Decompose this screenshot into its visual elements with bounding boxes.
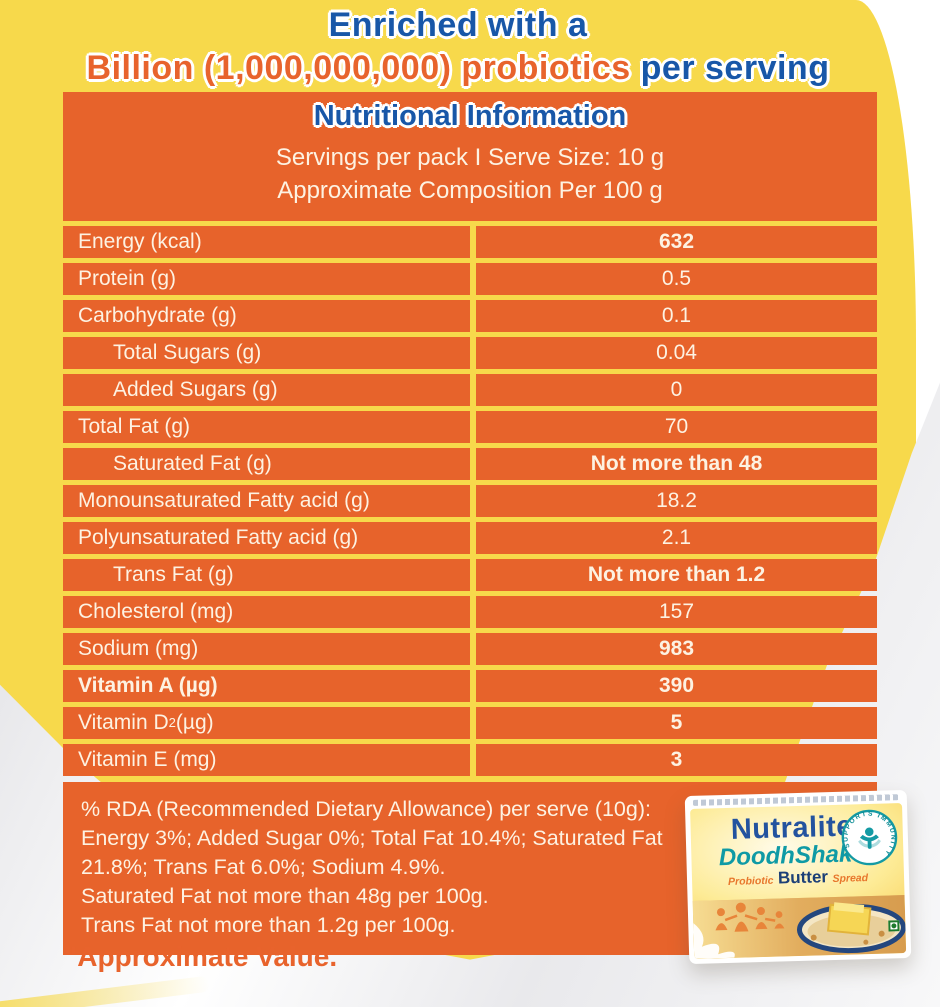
nutrient-value: 3 (476, 744, 877, 776)
table-row: Cholesterol (mg) 157 (63, 596, 877, 628)
table-row: Vitamin D 2 (µg) 5 (63, 707, 877, 739)
nutrition-table: Nutritional Information Servings per pac… (63, 92, 877, 955)
nutrient-label: Vitamin A (µg) (63, 670, 470, 702)
nutrient-value: 983 (476, 633, 877, 665)
table-row: Monounsaturated Fatty acid (g) 18.2 (63, 485, 877, 517)
table-row: Total Fat (g) 70 (63, 411, 877, 443)
table-row: Polyunsaturated Fatty acid (g) 2.1 (63, 522, 877, 554)
butter-bowl-illustration (796, 902, 906, 954)
nutrient-label: Vitamin D 2 (µg) (63, 707, 470, 739)
nutrient-label: Energy (kcal) (63, 226, 470, 258)
hero-line2: Billion (1,000,000,000) probiotics per s… (0, 47, 916, 90)
rda-note-line: Energy 3%; Added Sugar 0%; Total Fat 10.… (81, 826, 663, 850)
hero-headline: Enriched with a Billion (1,000,000,000) … (0, 4, 916, 89)
nutrient-value: 0.5 (476, 263, 877, 295)
composition-info-line: Approximate Composition Per 100 g (277, 177, 663, 204)
nutrient-label: Trans Fat (g) (63, 559, 470, 591)
nutrient-label: Added Sugars (g) (63, 374, 470, 406)
nutrient-value: 5 (476, 707, 877, 739)
nutrition-table-title: Nutritional Information (313, 100, 627, 132)
hero-line2-highlight: Billion (1,000,000,000) probiotics (86, 48, 631, 87)
nutrient-label: Protein (g) (63, 263, 470, 295)
table-row: Energy (kcal) 632 (63, 226, 877, 258)
nutrient-label: Carbohydrate (g) (63, 300, 470, 332)
nutrition-table-header: Nutritional Information Servings per pac… (63, 92, 877, 221)
serving-info-line: Servings per pack I Serve Size: 10 g (275, 144, 665, 171)
nutrient-value: Not more than 48 (476, 448, 877, 480)
nutrient-value: 157 (476, 596, 877, 628)
table-row: Vitamin A (µg) 390 (63, 670, 877, 702)
nutrient-label: Sodium (mg) (63, 633, 470, 665)
rda-note-line: % RDA (Recommended Dietary Allowance) pe… (81, 797, 651, 821)
nutrition-rows: Energy (kcal) 632 Protein (g) 0.5 Carbohydra… (63, 226, 877, 776)
nutrient-value: 0 (476, 374, 877, 406)
vegetarian-mark-icon (888, 920, 900, 932)
table-row: Trans Fat (g) Not more than 1.2 (63, 559, 877, 591)
nutrient-value: 0.04 (476, 337, 877, 369)
nutrient-value: 390 (476, 670, 877, 702)
pack-front-panel: Nutralite™ DoodhShakti™ Probiotic Butter… (690, 803, 907, 959)
nutrient-value: 632 (476, 226, 877, 258)
rda-note-line: Trans Fat not more than 1.2g per 100g. (81, 913, 456, 937)
pack-artwork (692, 895, 907, 959)
immunity-person-icon (858, 827, 881, 849)
nutrient-label: Monounsaturated Fatty acid (g) (63, 485, 470, 517)
milk-splash (693, 922, 735, 959)
table-row: Total Sugars (g) 0.04 (63, 337, 877, 369)
table-row: Sodium (mg) 983 (63, 633, 877, 665)
nutrient-value: 0.1 (476, 300, 877, 332)
approximate-value-note: "Approximate Value. (64, 941, 338, 972)
family-silhouettes (715, 902, 785, 932)
table-row: Protein (g) 0.5 (63, 263, 877, 295)
table-row: Carbohydrate (g) 0.1 (63, 300, 877, 332)
tagline-butter: Butter (777, 867, 829, 888)
nutrient-value: 70 (476, 411, 877, 443)
rda-note-line: 21.8%; Trans Fat 6.0%; Sodium 4.9%. (81, 855, 446, 879)
tagline-spread: Spread (832, 872, 869, 886)
nutrient-label: Saturated Fat (g) (63, 448, 470, 480)
rda-note-line: Saturated Fat not more than 48g per 100g… (81, 884, 489, 908)
hero-line1: Enriched with a (328, 6, 588, 44)
table-row: Added Sugars (g) 0 (63, 374, 877, 406)
nutrient-label: Vitamin E (mg) (63, 744, 470, 776)
table-row: Vitamin E (mg) 3 (63, 744, 877, 776)
nutrient-value: 18.2 (476, 485, 877, 517)
nutrient-value: 2.1 (476, 522, 877, 554)
hero-line2-rest: per serving (630, 48, 830, 87)
nutrient-label: Total Fat (g) (63, 411, 470, 443)
table-row: Saturated Fat (g) Not more than 48 (63, 448, 877, 480)
nutrient-label: Cholesterol (mg) (63, 596, 470, 628)
tagline-probiotic: Probiotic (727, 874, 774, 889)
nutrient-value: Not more than 1.2 (476, 559, 877, 591)
product-pack-image: Nutralite™ DoodhShakti™ Probiotic Butter… (684, 789, 912, 965)
nutrient-label: Total Sugars (g) (63, 337, 470, 369)
supports-immunity-badge: SUPPORTS IMMUNITY (841, 809, 898, 866)
nutrient-label: Polyunsaturated Fatty acid (g) (63, 522, 470, 554)
